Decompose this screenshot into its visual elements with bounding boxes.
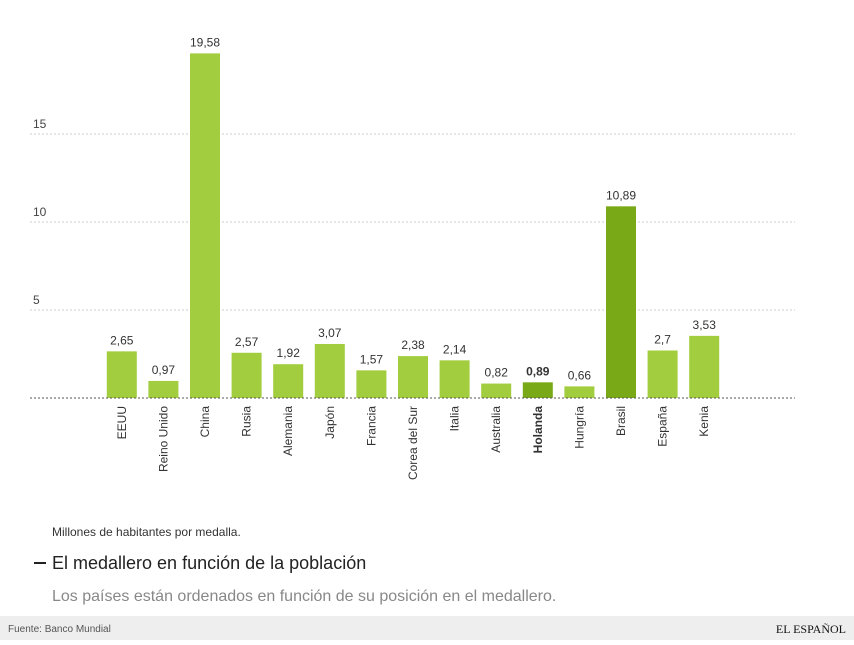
bar [564, 386, 595, 398]
chart-title: El medallero en función de la población [52, 553, 366, 573]
note: Millones de habitantes por medalla. [52, 525, 241, 539]
x-tick-label: Alemania [281, 406, 295, 456]
x-tick-label: Italia [448, 406, 462, 432]
x-tick-label: EEUU [115, 406, 129, 439]
bar [522, 382, 553, 398]
bar [689, 335, 720, 398]
x-tick-label: Reino Unido [156, 406, 170, 472]
bar [106, 351, 137, 398]
value-label: 3,07 [318, 326, 342, 340]
brand: EL ESPAÑOL [776, 622, 846, 636]
bar [356, 370, 387, 398]
value-label: 2,65 [110, 333, 134, 347]
x-tick-label: Corea del Sur [406, 406, 420, 480]
x-tick-label: Holanda [531, 406, 545, 454]
value-label: 19,58 [190, 35, 220, 49]
bar [273, 364, 304, 398]
bar [148, 380, 179, 398]
bar [231, 352, 262, 398]
y-tick-label: 15 [33, 117, 47, 131]
bar [606, 206, 636, 398]
value-label: 0,82 [485, 366, 509, 380]
bar [647, 350, 678, 398]
x-tick-label: Australia [489, 406, 503, 453]
value-label: 3,53 [693, 318, 717, 332]
source: Fuente: Banco Mundial [8, 624, 111, 635]
value-label: 1,57 [360, 352, 384, 366]
value-label: 10,89 [606, 188, 636, 202]
x-tick-label: Rusia [240, 406, 254, 437]
bar [439, 360, 470, 398]
x-tick-label: Brasil [614, 406, 628, 436]
value-label: 2,38 [401, 338, 425, 352]
bar [190, 53, 220, 398]
bar [314, 343, 345, 398]
x-tick-label: Japón [323, 406, 337, 439]
x-tick-label: España [656, 406, 670, 447]
x-tick-label: Kenia [697, 406, 711, 437]
chart-subtitle: Los países están ordenados en función de… [52, 588, 556, 605]
bar [398, 356, 428, 398]
bar [481, 383, 512, 398]
y-tick-label: 5 [33, 293, 40, 307]
value-label: 0,89 [526, 364, 550, 378]
x-tick-label: China [198, 406, 212, 438]
value-label: 0,66 [568, 368, 592, 382]
y-tick-label: 10 [33, 205, 47, 219]
value-label: 2,7 [654, 332, 671, 346]
footer [0, 616, 854, 640]
x-tick-label: Hungría [572, 406, 586, 449]
value-label: 0,97 [152, 363, 176, 377]
value-label: 1,92 [277, 346, 301, 360]
value-label: 2,57 [235, 335, 259, 349]
value-label: 2,14 [443, 342, 467, 356]
x-tick-label: Francia [364, 406, 378, 446]
